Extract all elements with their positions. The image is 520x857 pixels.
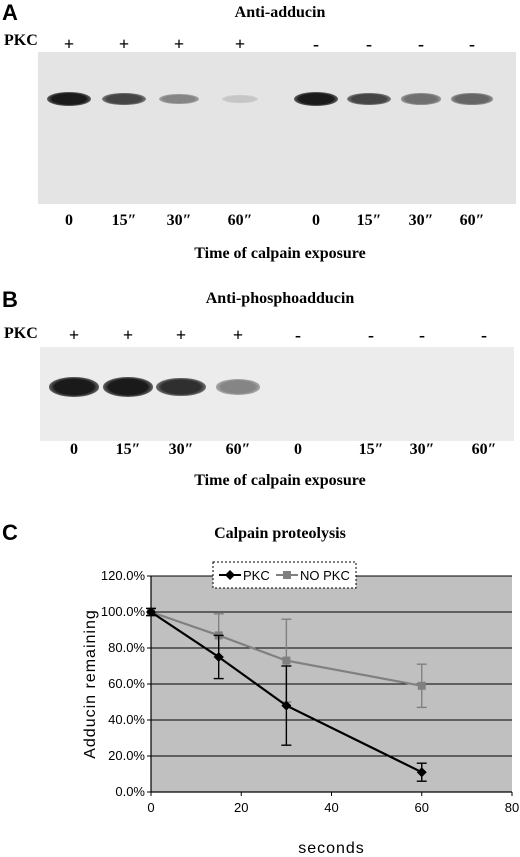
- lane-label: 0: [294, 441, 302, 458]
- pkc-sign: -: [418, 34, 424, 54]
- y-tick-label: 80.0%: [108, 640, 145, 655]
- y-tick-label: 120.0%: [101, 568, 146, 583]
- western-blot-band: [215, 379, 261, 395]
- lane-label: 0: [312, 212, 320, 229]
- y-tick-label: 100.0%: [101, 604, 146, 619]
- pkc-sign: -: [368, 325, 374, 345]
- pkc-sign: +: [173, 34, 185, 54]
- pkc-sign: -: [469, 34, 475, 54]
- y-tick-label: 20.0%: [108, 748, 145, 763]
- panel-a-title: Anti-adducin: [234, 4, 326, 21]
- panel-b-pkc-label: PKC: [4, 325, 38, 342]
- lane-label: 15″: [111, 212, 137, 229]
- lane-label: 30″: [408, 212, 434, 229]
- x-tick-label: 60: [415, 800, 429, 815]
- y-tick-label: 40.0%: [108, 712, 145, 727]
- y-tick-label: 60.0%: [108, 676, 145, 691]
- lane-label: 15″: [358, 441, 384, 458]
- lane-label: 15″: [115, 441, 141, 458]
- x-tick-label: 40: [324, 800, 338, 815]
- lane-label: 60″: [225, 441, 251, 458]
- western-blot-band: [49, 377, 99, 397]
- series-line-pkc: [150, 611, 423, 774]
- panel-b-xlabel: Time of calpain exposure: [194, 472, 366, 489]
- pkc-sign: -: [295, 325, 301, 345]
- y-tick-label: 0.0%: [115, 784, 145, 799]
- lane-label: 0: [70, 441, 78, 458]
- western-blot-band: [347, 92, 391, 106]
- legend-marker-pkc: [225, 570, 235, 580]
- western-blot-band: [294, 92, 338, 106]
- pkc-sign: +: [122, 325, 134, 345]
- data-point-pkc: [281, 700, 292, 711]
- legend-label-pkc: PKC: [243, 568, 270, 583]
- pkc-sign: +: [63, 34, 75, 54]
- data-point-no-pkc: [282, 656, 291, 665]
- data-point-pkc: [213, 652, 224, 662]
- panel-b-letter: B: [2, 287, 18, 312]
- lane-label: 60″: [227, 212, 253, 229]
- pkc-sign: -: [481, 325, 487, 345]
- lane-label: 30″: [166, 212, 192, 229]
- pkc-sign: -: [419, 325, 425, 345]
- pkc-sign: +: [175, 325, 187, 345]
- panel-b-blot: [40, 347, 514, 441]
- lane-label: 60″: [459, 212, 485, 229]
- panel-c-title: Calpain proteolysis: [214, 525, 346, 542]
- lane-label: 30″: [168, 441, 194, 458]
- western-blot-band: [451, 93, 493, 105]
- lane-label: 0: [65, 212, 73, 229]
- western-blot-band: [47, 92, 91, 106]
- western-blot-band: [103, 377, 153, 397]
- lane-label: 15″: [356, 212, 382, 229]
- western-blot-band: [222, 94, 258, 104]
- panel-a-pkc-label: PKC: [4, 32, 38, 49]
- legend-label-no-pkc: NO PKC: [300, 568, 350, 583]
- legend-marker-no-pkc: [283, 571, 291, 579]
- western-blot-band: [102, 92, 146, 106]
- lane-label: 60″: [471, 441, 497, 458]
- panel-a-xlabel: Time of calpain exposure: [194, 245, 366, 262]
- panel-a-blot: [38, 52, 516, 204]
- pkc-sign: +: [234, 34, 246, 54]
- calpain-proteolysis-chart: 0.0% 20.0% 40.0% 60.0% 80.0% 100.0% 120.0% 0 20 4…: [82, 561, 519, 857]
- lane-label: 30″: [409, 441, 435, 458]
- pkc-sign: -: [313, 34, 319, 54]
- pkc-sign: -: [366, 34, 372, 54]
- x-tick-label: 20: [234, 800, 248, 815]
- panel-b-title: Anti-phosphoadducin: [205, 290, 355, 307]
- x-axis-label: seconds: [298, 840, 365, 857]
- pkc-sign: +: [68, 325, 80, 345]
- western-blot-band: [400, 93, 442, 105]
- western-blot-band: [159, 93, 199, 105]
- data-point-pkc: [146, 607, 156, 617]
- data-point-no-pkc: [417, 681, 426, 690]
- pkc-sign: +: [232, 325, 244, 345]
- series-line-no-pkc: [150, 610, 422, 687]
- western-blot-band: [156, 377, 206, 397]
- panel-a-letter: A: [2, 0, 18, 25]
- x-tick-label: 0: [147, 800, 154, 815]
- pkc-sign: +: [118, 34, 130, 54]
- x-tick-label: 80: [505, 800, 519, 815]
- data-point-pkc: [416, 767, 427, 778]
- y-axis-label: Adducin remaining: [82, 609, 99, 759]
- panel-c-letter: C: [2, 520, 18, 545]
